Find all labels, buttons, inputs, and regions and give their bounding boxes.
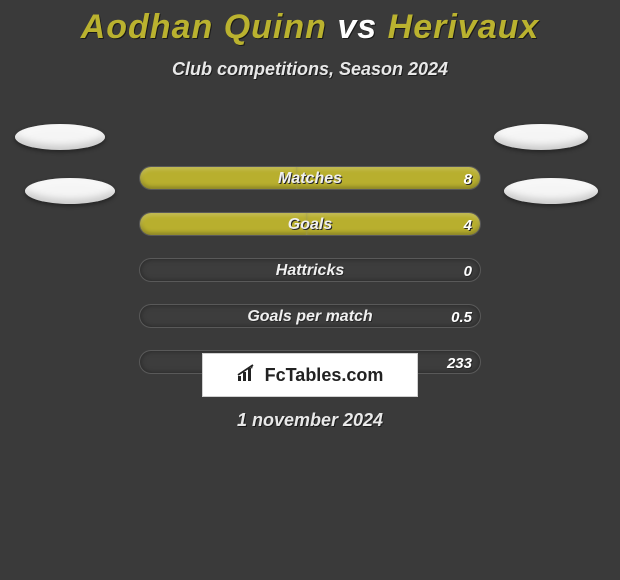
stat-value-right: 4 <box>464 217 472 234</box>
title-player2: Herivaux <box>388 8 540 46</box>
subtitle: Club competitions, Season 2024 <box>0 59 620 80</box>
stat-row: Goals per match 0.5 <box>139 304 481 328</box>
brand: FcTables.com <box>237 364 384 387</box>
stat-value-right: 233 <box>447 355 472 372</box>
stat-label: Matches <box>278 170 342 188</box>
brand-label: FcTables.com <box>265 365 384 386</box>
stat-bar-left <box>140 213 308 235</box>
stat-label: Goals <box>288 216 332 234</box>
player1-avatar-ellipse-1 <box>15 124 105 150</box>
player1-avatar-ellipse-2 <box>25 178 115 204</box>
stat-value-right: 8 <box>464 171 472 188</box>
stat-value-right: 0.5 <box>451 309 472 326</box>
brand-box: FcTables.com <box>202 353 418 397</box>
title-vs: vs <box>337 8 377 46</box>
stat-row: Matches 8 <box>139 166 481 190</box>
comparison-infographic: Aodhan Quinn vs Herivaux Club competitio… <box>0 0 620 580</box>
title-player1: Aodhan Quinn <box>81 8 327 46</box>
page-title: Aodhan Quinn vs Herivaux <box>0 0 620 47</box>
bars-growth-icon <box>237 364 259 387</box>
stat-label: Hattricks <box>276 262 344 280</box>
stat-value-right: 0 <box>464 263 472 280</box>
player2-avatar-ellipse-2 <box>504 178 598 204</box>
stat-row: Goals 4 <box>139 212 481 236</box>
stat-label: Goals per match <box>247 308 372 326</box>
footer-date: 1 november 2024 <box>0 410 620 431</box>
stat-row: Hattricks 0 <box>139 258 481 282</box>
stat-bar-left <box>140 167 298 189</box>
player2-avatar-ellipse-1 <box>494 124 588 150</box>
